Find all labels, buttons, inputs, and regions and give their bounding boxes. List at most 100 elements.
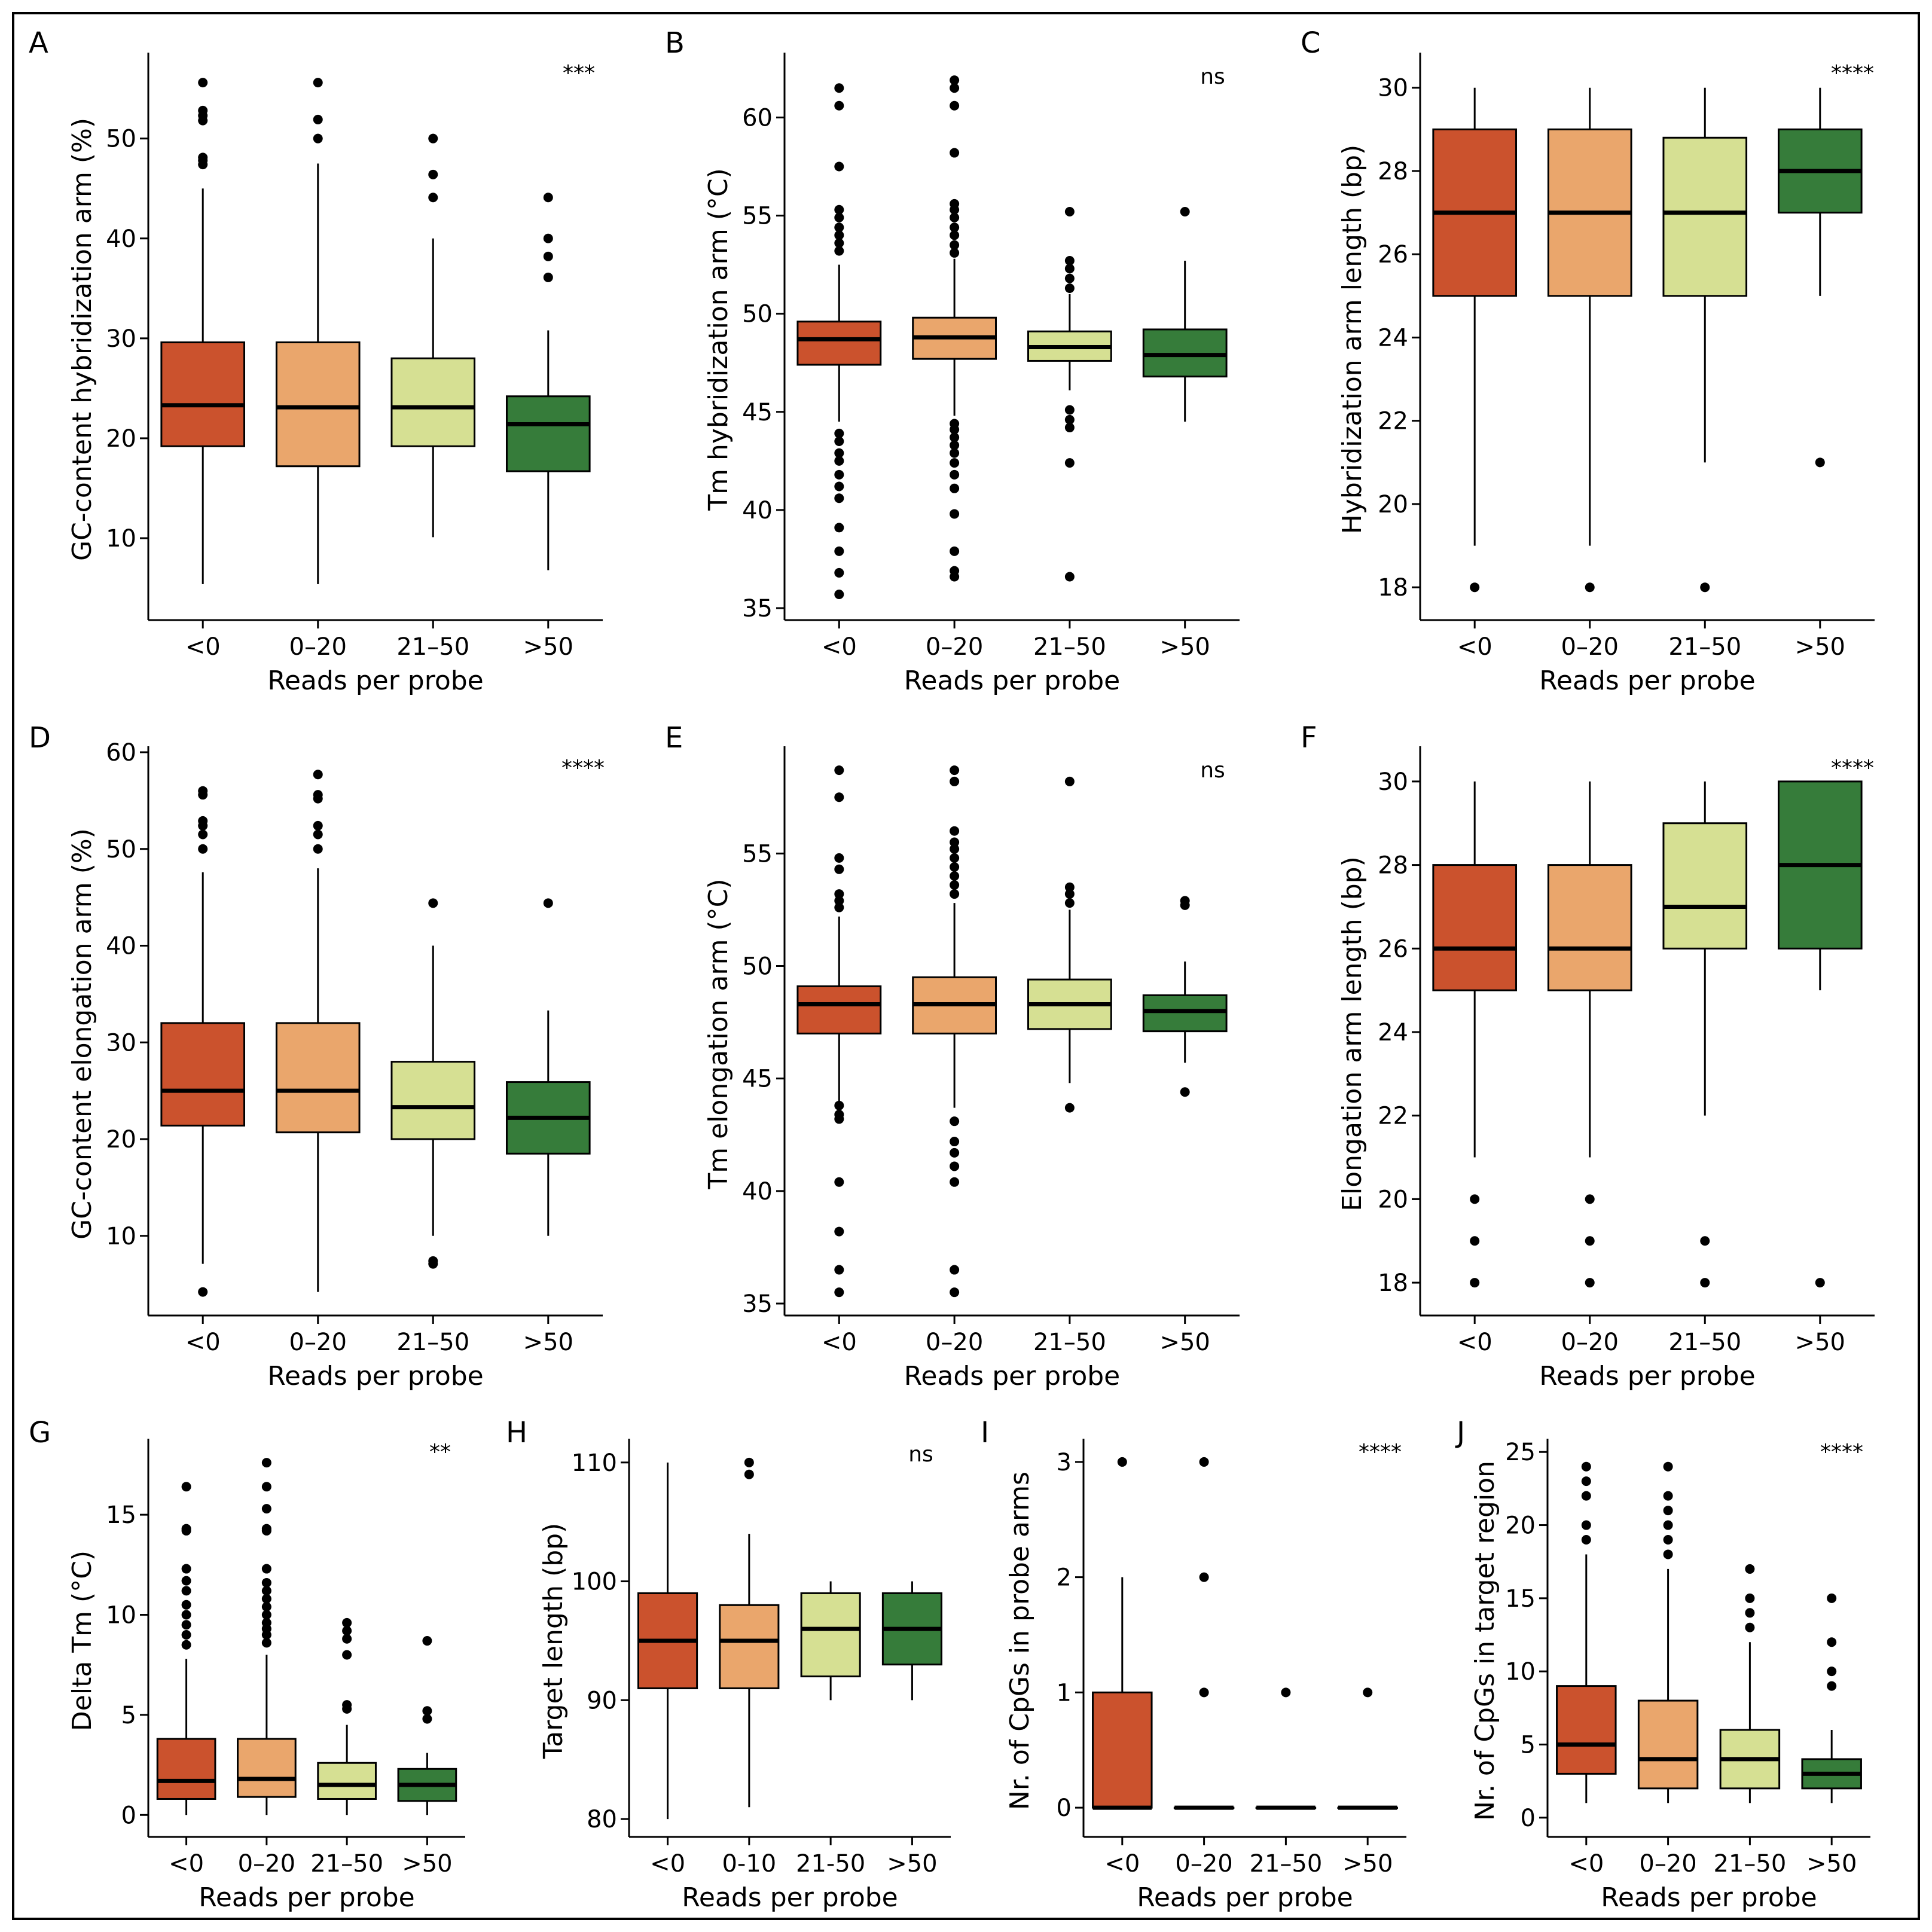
box-iqr: [1662, 822, 1748, 950]
y-tick-label-d: 40: [106, 933, 136, 960]
y-axis-title-e: Tm elongation arm (°C): [703, 878, 734, 1189]
box-iqr: [275, 1022, 361, 1134]
x-tick-label-d: >50: [523, 1329, 573, 1356]
outlier-point: [181, 1524, 191, 1534]
outlier-point: [1581, 1476, 1591, 1487]
y-tick-label-h: 90: [587, 1687, 617, 1714]
outlier-point: [198, 844, 208, 854]
y-tick-label-i: 2: [1057, 1564, 1072, 1592]
outlier-point: [428, 133, 438, 144]
outlier-point: [1064, 207, 1075, 217]
panel-letter-g: G: [29, 1416, 51, 1449]
outlier-point: [543, 272, 553, 282]
outlier-point: [1117, 1457, 1127, 1467]
outlier-point: [950, 148, 960, 158]
outlier-point: [428, 1256, 438, 1266]
y-tick-label-a: 20: [106, 425, 136, 453]
x-tick-label-b: <0: [822, 633, 857, 661]
box-iqr: [317, 1762, 377, 1800]
x-tick-label-e: <0: [822, 1329, 857, 1356]
y-tick-label-a: 30: [106, 325, 136, 353]
outlier-point: [1064, 256, 1075, 266]
outlier-point: [428, 193, 438, 203]
box-iqr: [1556, 1685, 1617, 1775]
y-tick-label-f: 26: [1378, 935, 1408, 963]
outlier-point: [834, 889, 844, 899]
outlier-point: [1581, 1520, 1591, 1530]
outlier-point: [1663, 1549, 1673, 1559]
outlier-point: [198, 786, 208, 796]
outlier-point: [834, 100, 844, 111]
outlier-point: [181, 1586, 191, 1596]
outlier-point: [1745, 1608, 1755, 1618]
outlier-point: [834, 83, 844, 93]
x-tick-label-i: <0: [1104, 1850, 1140, 1878]
outlier-point: [543, 233, 553, 243]
box-d-3: [390, 898, 476, 1269]
box-iqr: [160, 341, 246, 447]
box-iqr: [1432, 864, 1518, 991]
box-b-3: [1027, 207, 1112, 582]
box-j-1: [1556, 1461, 1617, 1803]
outlier-point: [950, 871, 960, 881]
box-iqr: [237, 1738, 297, 1798]
box-d-2: [275, 770, 361, 1292]
figure-border: [12, 12, 1920, 1920]
y-tick-label-f: 30: [1378, 768, 1408, 796]
panel-j: J 0 5 10 15 20 25 <0 0–20 21–50 >50 Reads per probe…: [1455, 1416, 1870, 1913]
outlier-point: [834, 428, 844, 438]
outlier-point: [1663, 1506, 1673, 1516]
outlier-point: [834, 161, 844, 172]
box-i-1: [1092, 1457, 1153, 1810]
outlier-point: [1700, 582, 1710, 593]
box-c-2: [1547, 87, 1632, 593]
outlier-point: [744, 1469, 754, 1479]
outlier-point: [834, 1265, 844, 1275]
y-tick-label-e: 55: [742, 840, 773, 868]
box-j-3: [1719, 1564, 1781, 1803]
y-tick-label-b: 55: [742, 203, 773, 230]
outlier-point: [181, 1482, 191, 1492]
outlier-point: [834, 437, 844, 447]
box-iqr: [1547, 864, 1632, 991]
outlier-point: [261, 1610, 271, 1620]
x-axis-title-c: Reads per probe: [1539, 666, 1756, 696]
outlier-point: [834, 853, 844, 863]
y-tick-label-a: 40: [106, 225, 136, 253]
x-axis-title-g: Reads per probe: [199, 1882, 415, 1913]
panel-i: I 0 1 2 3 <0 0–20 21–50 >50 Reads per probe Nr. of…: [981, 1416, 1406, 1913]
outlier-point: [1581, 1491, 1591, 1501]
outlier-point: [261, 1638, 271, 1648]
outlier-point: [950, 448, 960, 458]
outlier-point: [1064, 414, 1075, 425]
box-a-3: [390, 133, 476, 538]
outlier-point: [181, 1610, 191, 1620]
y-tick-label-c: 30: [1378, 75, 1408, 102]
x-tick-label-a: >50: [523, 633, 573, 661]
outlier-point: [950, 776, 960, 786]
significance-label-j: ****: [1820, 1440, 1863, 1464]
outlier-point: [1199, 1572, 1209, 1582]
box-iqr: [390, 1061, 476, 1140]
outlier-point: [950, 419, 960, 429]
x-tick-label-h: <0: [650, 1850, 685, 1878]
x-tick-label-d: <0: [185, 1329, 221, 1356]
box-iqr: [156, 1738, 216, 1800]
panel-f: F 18 20 22 24 26 28 30 <0 0–20 21–50 >50 Reads per p…: [1301, 721, 1875, 1391]
x-axis-title-e: Reads per probe: [904, 1361, 1121, 1391]
outlier-point: [261, 1524, 271, 1534]
outlier-point: [950, 432, 960, 442]
box-e-3: [1027, 776, 1112, 1113]
outlier-point: [950, 75, 960, 86]
box-iqr: [1142, 994, 1228, 1033]
box-f-1: [1432, 781, 1518, 1288]
outlier-point: [1585, 582, 1595, 593]
outlier-point: [1815, 1278, 1825, 1288]
y-tick-label-c: 22: [1378, 408, 1408, 435]
box-d-1: [160, 786, 246, 1297]
outlier-point: [543, 898, 553, 908]
x-axis-title-a: Reads per probe: [267, 666, 484, 696]
outlier-point: [261, 1586, 271, 1596]
outlier-point: [1470, 1194, 1480, 1204]
y-tick-label-b: 35: [742, 595, 773, 622]
